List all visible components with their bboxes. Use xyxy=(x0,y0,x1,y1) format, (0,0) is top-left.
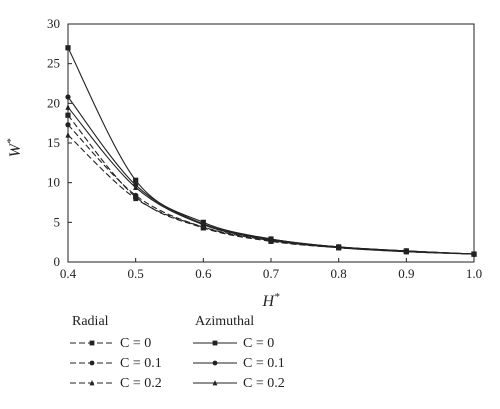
point-s1-0 xyxy=(65,122,71,128)
series-line-5 xyxy=(67,106,475,255)
point-s5-4 xyxy=(336,243,342,250)
point-s2-0 xyxy=(65,131,71,138)
point-s2-1 xyxy=(133,195,139,202)
x-tick-label-2: 0.6 xyxy=(195,266,212,281)
x-tick-label-0: 0.4 xyxy=(60,266,77,281)
legend-marker-5 xyxy=(212,380,218,386)
axis-ticks: 0.4 0.5 0.6 0.7 0.8 0.9 1.0 0 5 10 15 20 25 30 xyxy=(47,16,482,281)
y-tick-label-5: 25 xyxy=(47,56,60,71)
point-s5-2 xyxy=(200,221,206,228)
point-s3-0 xyxy=(65,45,71,51)
point-s3-1 xyxy=(133,177,139,183)
series-line-3 xyxy=(67,47,475,255)
y-tick-label-6: 30 xyxy=(47,16,60,31)
y-tick-label-3: 15 xyxy=(47,135,60,150)
legend-marker-4 xyxy=(212,360,218,366)
x-axis-title-sup: * xyxy=(274,291,280,303)
x-tick-label-4: 0.8 xyxy=(331,266,347,281)
y-tick-label-1: 5 xyxy=(54,214,61,229)
point-s0-0 xyxy=(65,112,71,118)
legend-label-2: C = 0.2 xyxy=(120,376,162,391)
point-s5-0 xyxy=(65,104,71,110)
legend-label-3: C = 0 xyxy=(243,336,274,351)
x-axis-title: H* xyxy=(261,291,280,310)
series-line-4 xyxy=(67,96,475,255)
series-line-0 xyxy=(67,114,475,255)
legend-label-0: C = 0 xyxy=(120,336,151,351)
y-tick-label-4: 20 xyxy=(47,95,60,110)
legend-group-0: Radial xyxy=(72,314,109,329)
y-tick-label-0: 0 xyxy=(54,254,61,269)
series-line-2 xyxy=(67,134,475,255)
series-lines xyxy=(67,47,475,255)
legend-marker-1 xyxy=(89,360,95,366)
legend-label-1: C = 0.1 xyxy=(120,356,162,371)
legend-group-1: Azimuthal xyxy=(195,314,254,329)
x-tick-label-3: 0.7 xyxy=(263,266,280,281)
series-line-1 xyxy=(67,124,475,255)
legend-label-4: C = 0.1 xyxy=(243,356,285,371)
y-tick-label-2: 10 xyxy=(47,175,60,190)
legend-marker-2 xyxy=(89,380,95,386)
x-tick-label-5: 0.9 xyxy=(398,266,414,281)
legend-label-5: C = 0.2 xyxy=(243,376,285,391)
y-axis-title: W* xyxy=(5,138,24,157)
legend: Radial C = 0 C = 0.1 C = 0.2 Azimuthal C = 0 C… xyxy=(70,314,285,391)
legend-marker-3 xyxy=(212,340,218,346)
legend-marker-0 xyxy=(89,340,95,346)
point-s4-0 xyxy=(65,94,71,100)
point-s5-3 xyxy=(268,236,274,243)
point-s5-6 xyxy=(471,250,477,257)
plot-frame xyxy=(67,23,475,263)
x-tick-label-6: 1.0 xyxy=(466,266,482,281)
point-s5-1 xyxy=(133,184,139,191)
series-markers xyxy=(65,45,477,257)
point-s5-5 xyxy=(403,247,409,254)
x-tick-label-1: 0.5 xyxy=(128,266,144,281)
y-axis-title-sup: * xyxy=(5,138,17,144)
